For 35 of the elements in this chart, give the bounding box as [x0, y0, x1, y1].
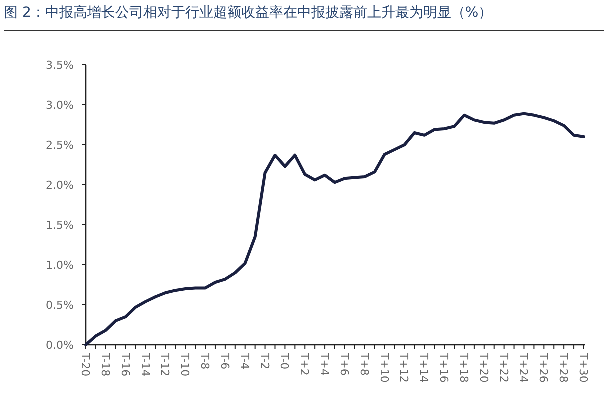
y-tick-label: 0.0% — [46, 339, 74, 352]
x-tick-label: T+28 — [557, 352, 570, 383]
x-tick-label: T+6 — [338, 352, 351, 376]
x-tick-label: T+4 — [318, 352, 332, 376]
x-tick-label: T-8 — [198, 352, 212, 370]
x-tick-label: T+22 — [497, 352, 510, 383]
x-tick-label: T+26 — [537, 352, 550, 383]
x-tick-label: T-14 — [138, 352, 152, 377]
y-tick-label: 3.0% — [46, 99, 74, 112]
chart-title: 图 2：中报高增长公司相对于行业超额收益率在中报披露前上升最为明显（%） — [4, 4, 493, 22]
y-tick-label: 3.5% — [46, 59, 74, 72]
x-tick-label: T+24 — [517, 352, 530, 383]
x-tick-label: T-20 — [79, 352, 92, 377]
y-tick-label: 2.5% — [46, 139, 74, 152]
x-tick-label: T+16 — [438, 352, 451, 383]
x-tick-label: T+18 — [457, 352, 470, 383]
y-tick-label: 2.0% — [46, 179, 74, 192]
x-tick-label: T-2 — [258, 352, 272, 370]
x-tick-label: T+20 — [477, 352, 490, 383]
x-tick-label: T-10 — [178, 352, 192, 377]
y-tick-label: 1.5% — [46, 219, 74, 232]
x-tick-label: T-18 — [98, 352, 112, 377]
x-tick-label: T+10 — [378, 352, 391, 383]
x-tick-label: T+30 — [577, 352, 590, 383]
x-tick-label: T-6 — [218, 352, 232, 370]
x-tick-label: T-12 — [158, 352, 172, 377]
x-tick-label: T-16 — [118, 352, 132, 377]
x-tick-label: T-4 — [238, 352, 252, 370]
x-tick-label: T+14 — [418, 352, 431, 383]
x-tick-label: T+12 — [398, 352, 411, 383]
x-tick-label: T+2 — [298, 352, 312, 376]
y-tick-label: 0.5% — [46, 299, 74, 312]
x-tick-label: T+8 — [358, 352, 371, 376]
y-tick-label: 1.0% — [46, 259, 74, 272]
x-tick-label: T-0 — [278, 352, 292, 370]
